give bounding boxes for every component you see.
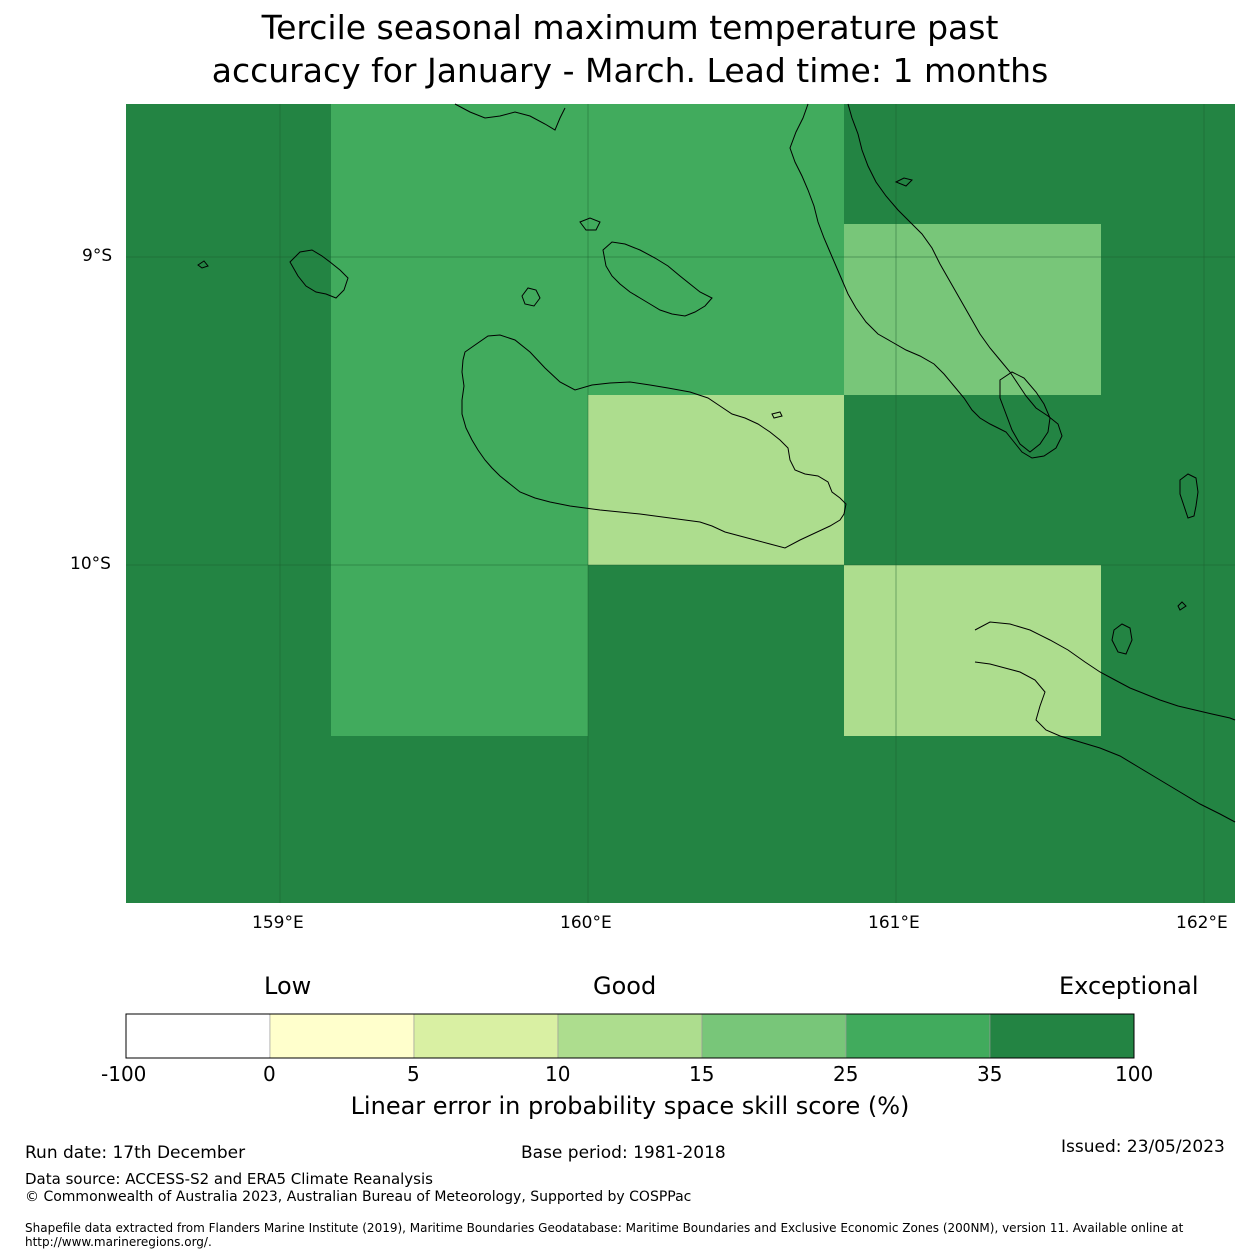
skill-cell (331, 224, 588, 395)
coastline-north-small (894, 177, 913, 187)
coastline-malaita (789, 103, 1063, 459)
skill-cell (126, 395, 331, 565)
colorbar-bin (413, 1013, 559, 1059)
colorbar-bin (269, 1013, 415, 1059)
skill-cell (126, 736, 331, 903)
skill-cell (1101, 736, 1235, 903)
skill-cell (844, 395, 1101, 565)
coastline-nggela-north (579, 217, 601, 231)
base-period: Base period: 1981-2018 (521, 1143, 726, 1163)
lon-tick-159e: 159°E (252, 913, 304, 933)
chart-title: Tercile seasonal maximum temperature pas… (0, 6, 1260, 92)
lat-tick-10s: 10°S (70, 554, 111, 574)
skill-cell (844, 224, 1101, 395)
colorbar-frame (125, 1013, 1135, 1059)
lon-tick-161e: 161°E (868, 913, 920, 933)
colorbar-bin (125, 1013, 271, 1059)
shapefile-credit: Shapefile data extracted from Flanders M… (25, 1221, 1184, 1249)
issued-date: Issued: 23/05/2023 (1061, 1137, 1225, 1157)
colorbar-tick: 15 (689, 1062, 715, 1086)
skill-cell (126, 104, 331, 224)
coastline-small-malaita (999, 371, 1051, 453)
lon-tick-160e: 160°E (560, 913, 612, 933)
coastline-islet-east (1179, 473, 1199, 519)
graticule (126, 104, 1235, 903)
colorbar-bin (989, 1013, 1135, 1059)
skill-cell (126, 224, 331, 395)
coastline-islet-sw (771, 411, 783, 419)
lon-tick-162e: 162°E (1176, 913, 1228, 933)
lat-tick-9s: 9°S (82, 246, 113, 266)
skill-cell (331, 736, 588, 903)
colorbar-bin (701, 1013, 847, 1059)
skill-cell (331, 395, 588, 565)
colorbar-bin (845, 1013, 991, 1059)
skill-cell (588, 224, 844, 395)
colorbar-bin (557, 1013, 703, 1059)
skill-cell (588, 395, 844, 565)
run-date: Run date: 17th December (25, 1143, 246, 1163)
skill-cell (1101, 104, 1235, 224)
skill-cell (588, 736, 844, 903)
title-line-1: Tercile seasonal maximum temperature pas… (261, 8, 999, 47)
colorbar-category-exceptional: Exceptional (1059, 972, 1199, 1000)
colorbar-category-low: Low (264, 972, 312, 1000)
colorbar-tick: 10 (545, 1062, 571, 1086)
colorbar-category-good: Good (593, 972, 657, 1000)
coastline-small-islet-se (1111, 623, 1133, 655)
colorbar-tick: 0 (263, 1062, 276, 1086)
coastline-savo (521, 287, 541, 307)
coastline-florida-islands (602, 241, 713, 317)
colorbar-tick: 35 (977, 1062, 1003, 1086)
skill-cell (1101, 224, 1235, 395)
colorbar-tick: 100 (1115, 1062, 1154, 1086)
colorbar-tick: 25 (833, 1062, 859, 1086)
coastline-russell-islands (289, 249, 349, 299)
coastlines (197, 103, 1236, 823)
coastline-guadalcanal (461, 334, 847, 549)
coastline-islet-sw2 (1177, 601, 1187, 611)
coastline-south-chain (974, 661, 1236, 823)
coastline-santa-isabel-tip (454, 103, 566, 131)
coastline-san-cristobal (974, 621, 1236, 721)
copyright: © Commonwealth of Australia 2023, Austra… (25, 1189, 692, 1205)
skill-cell (331, 565, 588, 736)
skill-cell (1101, 395, 1235, 565)
skill-cell (1101, 565, 1235, 736)
skill-grid (126, 104, 1235, 903)
skill-cell (331, 104, 588, 224)
colorbar-axis-label: Linear error in probability space skill … (350, 1092, 910, 1120)
skill-cell (588, 104, 844, 224)
colorbar (125, 1013, 1135, 1059)
colorbar-tick: 5 (407, 1062, 420, 1086)
skill-cell (844, 104, 1101, 224)
skill-cell (588, 565, 844, 736)
title-line-2: accuracy for January - March. Lead time:… (211, 51, 1049, 90)
skill-cell (844, 736, 1101, 903)
skill-cell (126, 565, 331, 736)
data-source: Data source: ACCESS-S2 and ERA5 Climate … (25, 1170, 433, 1188)
skill-cell (844, 565, 1101, 736)
coastline-small-islet-west (197, 260, 209, 269)
colorbar-tick: -100 (101, 1062, 147, 1086)
